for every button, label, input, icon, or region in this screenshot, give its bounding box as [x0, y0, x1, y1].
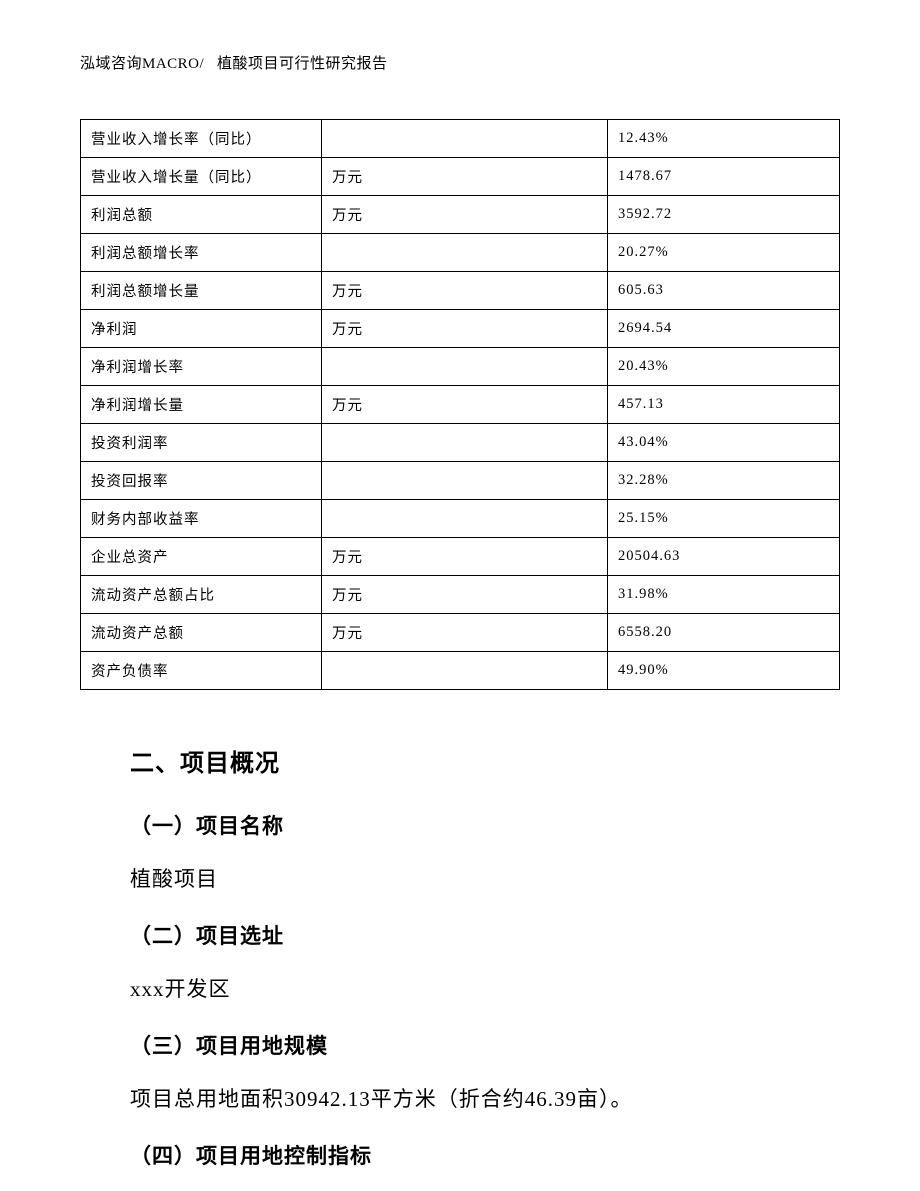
cell-value: 31.98%	[608, 576, 840, 614]
cell-unit: 万元	[322, 272, 608, 310]
cell-value: 49.90%	[608, 652, 840, 690]
financial-indicators-table: 营业收入增长率（同比）12.43%营业收入增长量（同比）万元1478.67利润总…	[80, 119, 840, 690]
cell-unit: 万元	[322, 310, 608, 348]
page: 泓域咨询MACRO/ 植酸项目可行性研究报告 营业收入增长率（同比） 12.43%…	[0, 0, 920, 1191]
cell-indicator: 营业收入增长量（同比）	[81, 158, 322, 196]
cell-indicator: 流动资产总额	[81, 614, 322, 652]
section-2-3-body: 项目总用地面积30942.13平方米（折合约46.39亩）。	[130, 1078, 830, 1120]
cell-value: 20.43%	[608, 348, 840, 386]
cell-unit: 万元	[322, 576, 608, 614]
cell-indicator: 净利润增长率	[81, 348, 322, 386]
cell-unit: 万元	[322, 196, 608, 234]
cell-unit	[322, 500, 608, 538]
cell-unit	[322, 348, 608, 386]
cell-indicator: 投资回报率	[81, 462, 322, 500]
table-row: 净利润增长量万元457.13	[81, 386, 840, 424]
table-row: 利润总额增长率 20.27%	[81, 234, 840, 272]
cell-value: 43.04%	[608, 424, 840, 462]
cell-value: 605.63	[608, 272, 840, 310]
cell-unit: 万元	[322, 538, 608, 576]
cell-indicator: 财务内部收益率	[81, 500, 322, 538]
section-2-heading: 二、项目概况	[130, 740, 830, 788]
header-left: 泓域咨询MACRO/	[80, 56, 204, 72]
table-row: 流动资产总额占比万元31.98%	[81, 576, 840, 614]
table-row: 流动资产总额万元6558.20	[81, 614, 840, 652]
table-row: 投资回报率 32.28%	[81, 462, 840, 500]
cell-unit	[322, 120, 608, 158]
cell-value: 12.43%	[608, 120, 840, 158]
section-2-2-title: （二）项目选址	[130, 916, 830, 958]
section-2-2-body: xxx开发区	[130, 968, 830, 1010]
table-row: 财务内部收益率 25.15%	[81, 500, 840, 538]
section-2-4-title: （四）项目用地控制指标	[130, 1136, 830, 1178]
cell-value: 25.15%	[608, 500, 840, 538]
table-row: 营业收入增长量（同比）万元1478.67	[81, 158, 840, 196]
cell-value: 3592.72	[608, 196, 840, 234]
section-2-3-title: （三）项目用地规模	[130, 1026, 830, 1068]
cell-value: 32.28%	[608, 462, 840, 500]
cell-value: 1478.67	[608, 158, 840, 196]
table-row: 营业收入增长率（同比） 12.43%	[81, 120, 840, 158]
cell-indicator: 企业总资产	[81, 538, 322, 576]
section-2-1-title: （一）项目名称	[130, 806, 830, 848]
page-header: 泓域咨询MACRO/ 植酸项目可行性研究报告	[80, 52, 840, 73]
cell-unit: 万元	[322, 158, 608, 196]
header-right: 植酸项目可行性研究报告	[217, 56, 388, 72]
cell-indicator: 投资利润率	[81, 424, 322, 462]
cell-value: 2694.54	[608, 310, 840, 348]
cell-unit: 万元	[322, 614, 608, 652]
cell-value: 20.27%	[608, 234, 840, 272]
cell-unit	[322, 424, 608, 462]
body-text: 二、项目概况 （一）项目名称 植酸项目 （二）项目选址 xxx开发区 （三）项目…	[80, 740, 840, 1178]
cell-indicator: 净利润增长量	[81, 386, 322, 424]
table-row: 利润总额万元3592.72	[81, 196, 840, 234]
cell-indicator: 流动资产总额占比	[81, 576, 322, 614]
table-row: 净利润增长率 20.43%	[81, 348, 840, 386]
cell-indicator: 净利润	[81, 310, 322, 348]
table-row: 资产负债率 49.90%	[81, 652, 840, 690]
cell-indicator: 资产负债率	[81, 652, 322, 690]
table-row: 投资利润率 43.04%	[81, 424, 840, 462]
cell-value: 457.13	[608, 386, 840, 424]
cell-indicator: 利润总额增长量	[81, 272, 322, 310]
table-row: 利润总额增长量万元605.63	[81, 272, 840, 310]
cell-unit: 万元	[322, 386, 608, 424]
cell-unit	[322, 652, 608, 690]
section-2-1-body: 植酸项目	[130, 858, 830, 900]
cell-indicator: 利润总额	[81, 196, 322, 234]
cell-value: 6558.20	[608, 614, 840, 652]
cell-indicator: 利润总额增长率	[81, 234, 322, 272]
table-row: 企业总资产万元20504.63	[81, 538, 840, 576]
table-row: 净利润万元2694.54	[81, 310, 840, 348]
cell-unit	[322, 234, 608, 272]
cell-value: 20504.63	[608, 538, 840, 576]
cell-unit	[322, 462, 608, 500]
table-body: 营业收入增长率（同比）12.43%营业收入增长量（同比）万元1478.67利润总…	[81, 120, 840, 690]
cell-indicator: 营业收入增长率（同比）	[81, 120, 322, 158]
